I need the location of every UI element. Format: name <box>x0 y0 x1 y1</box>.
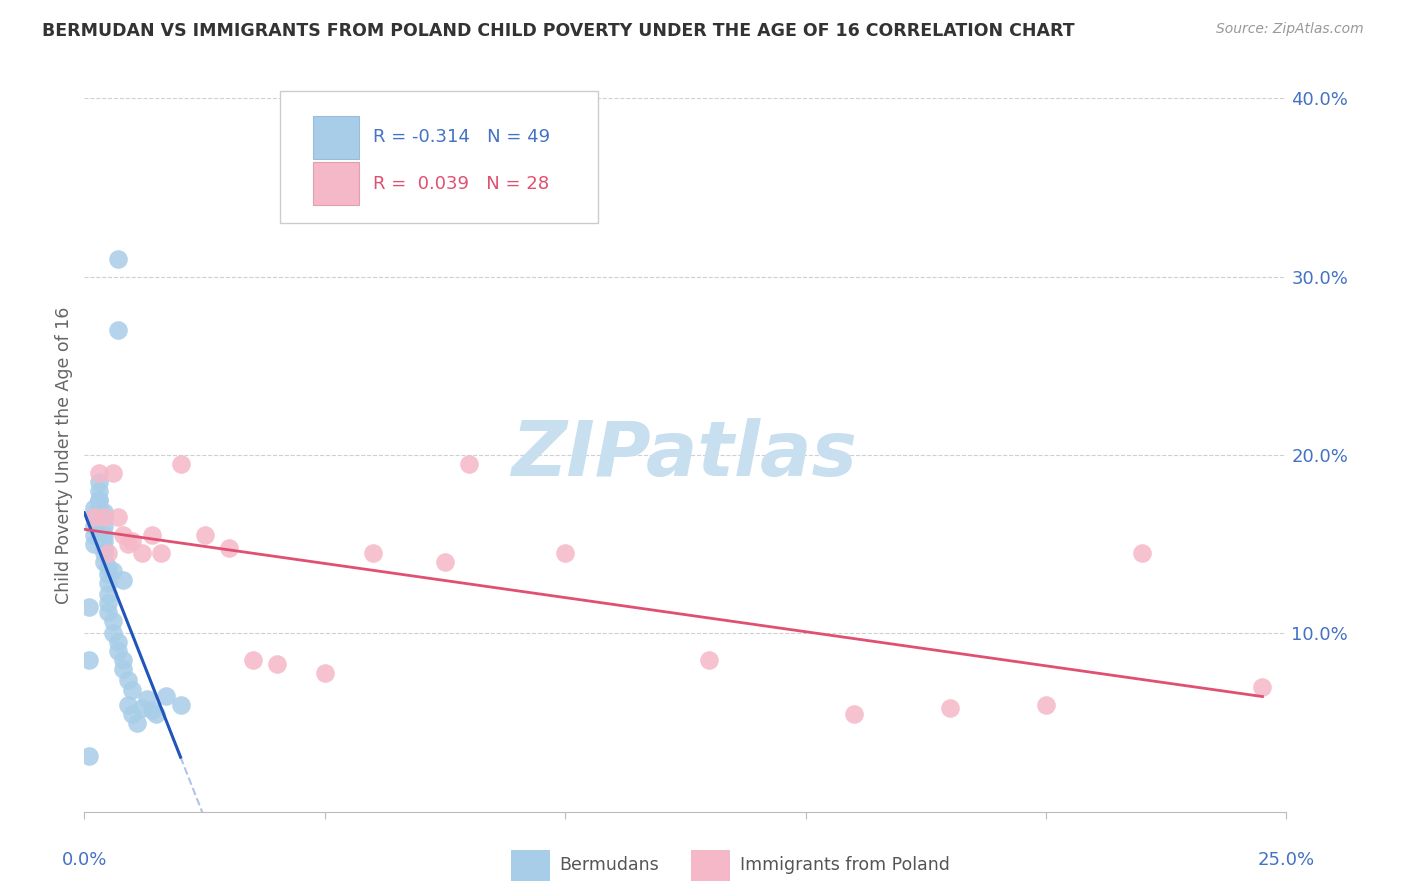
Point <box>93 510 115 524</box>
Point <box>266 657 288 671</box>
Point <box>135 692 157 706</box>
Point <box>83 519 105 533</box>
Point <box>93 546 115 560</box>
Point <box>107 644 129 658</box>
Point <box>314 665 336 680</box>
Point <box>83 510 105 524</box>
Point <box>103 626 125 640</box>
Point <box>97 576 120 591</box>
Point <box>83 501 105 516</box>
Point <box>107 252 129 266</box>
Point <box>169 457 191 471</box>
Point <box>83 528 105 542</box>
Point <box>87 501 110 516</box>
Point <box>93 510 115 524</box>
Point <box>97 567 120 582</box>
Point <box>1251 680 1274 694</box>
Point <box>194 528 217 542</box>
Text: 25.0%: 25.0% <box>1258 851 1315 869</box>
Point <box>117 537 139 551</box>
Point <box>93 519 115 533</box>
FancyBboxPatch shape <box>512 849 550 881</box>
Point <box>93 555 115 569</box>
Point <box>458 457 481 471</box>
FancyBboxPatch shape <box>314 162 359 205</box>
Point <box>107 635 129 649</box>
Point <box>103 614 125 628</box>
Text: BERMUDAN VS IMMIGRANTS FROM POLAND CHILD POVERTY UNDER THE AGE OF 16 CORRELATION: BERMUDAN VS IMMIGRANTS FROM POLAND CHILD… <box>42 22 1074 40</box>
Point <box>1035 698 1057 712</box>
Text: ZIPatlas: ZIPatlas <box>512 418 859 491</box>
Point <box>434 555 457 569</box>
Point <box>93 505 115 519</box>
Text: R =  0.039   N = 28: R = 0.039 N = 28 <box>374 175 550 193</box>
Point <box>939 701 962 715</box>
Point <box>842 706 865 721</box>
Point <box>83 510 105 524</box>
Point <box>103 466 125 480</box>
FancyBboxPatch shape <box>280 91 599 223</box>
Point <box>145 706 167 721</box>
Point <box>77 749 100 764</box>
Point <box>83 537 105 551</box>
Point <box>97 546 120 560</box>
Point <box>121 533 143 548</box>
Point <box>93 533 115 548</box>
Point <box>117 698 139 712</box>
Point <box>121 683 143 698</box>
Y-axis label: Child Poverty Under the Age of 16: Child Poverty Under the Age of 16 <box>55 306 73 604</box>
Point <box>121 706 143 721</box>
Point <box>1130 546 1153 560</box>
Point <box>242 653 264 667</box>
Point <box>77 653 100 667</box>
Point <box>361 546 384 560</box>
Point <box>77 599 100 614</box>
Point <box>93 510 115 524</box>
Point <box>87 483 110 498</box>
Text: R = -0.314   N = 49: R = -0.314 N = 49 <box>374 128 551 146</box>
Point <box>699 653 721 667</box>
Point <box>97 560 120 574</box>
Point <box>87 466 110 480</box>
Point <box>150 546 173 560</box>
Point <box>141 528 163 542</box>
Point <box>87 475 110 489</box>
Point <box>103 564 125 578</box>
Point <box>111 653 134 667</box>
Text: Source: ZipAtlas.com: Source: ZipAtlas.com <box>1216 22 1364 37</box>
Text: 0.0%: 0.0% <box>62 851 107 869</box>
Text: Immigrants from Poland: Immigrants from Poland <box>740 856 949 874</box>
Point <box>97 596 120 610</box>
Point <box>141 703 163 717</box>
Point <box>131 701 153 715</box>
Point <box>169 698 191 712</box>
Point <box>87 492 110 507</box>
Point <box>117 673 139 687</box>
Point <box>97 605 120 619</box>
Point <box>93 541 115 555</box>
FancyBboxPatch shape <box>314 116 359 159</box>
Point <box>107 510 129 524</box>
Point <box>93 528 115 542</box>
Point <box>554 546 576 560</box>
Point <box>218 541 240 555</box>
Point <box>111 528 134 542</box>
Point <box>127 715 149 730</box>
Point <box>155 689 177 703</box>
Point <box>131 546 153 560</box>
Point <box>111 662 134 676</box>
Point <box>97 587 120 601</box>
Text: Bermudans: Bermudans <box>560 856 659 874</box>
Point <box>111 573 134 587</box>
Point <box>107 323 129 337</box>
FancyBboxPatch shape <box>692 849 730 881</box>
Point <box>87 492 110 507</box>
